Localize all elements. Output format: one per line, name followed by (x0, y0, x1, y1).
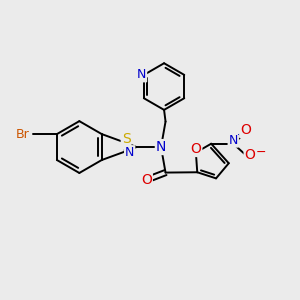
Text: S: S (122, 132, 130, 146)
Text: N: N (156, 140, 166, 154)
Text: Br: Br (16, 128, 30, 141)
Text: O: O (141, 173, 152, 187)
Text: O: O (244, 148, 256, 162)
Text: +: + (236, 130, 244, 140)
Text: N: N (125, 146, 134, 159)
Text: N: N (137, 68, 146, 81)
Text: N: N (229, 134, 238, 147)
Text: O: O (240, 123, 251, 137)
Text: −: − (256, 146, 266, 158)
Text: O: O (190, 142, 201, 156)
